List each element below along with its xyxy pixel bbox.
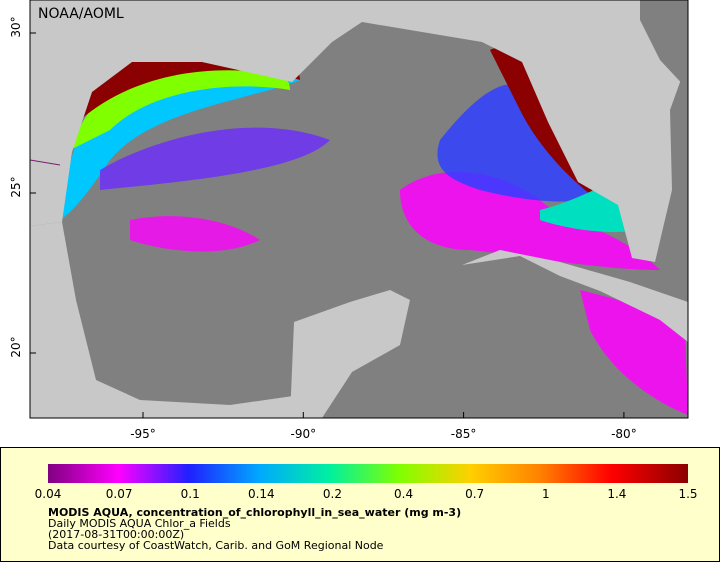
map (30, 0, 688, 418)
lon-label: -80° (611, 427, 637, 441)
chl-patch (400, 171, 660, 270)
lat-label: 30° (9, 16, 23, 37)
chl-patch (130, 216, 260, 252)
chl-patch (100, 127, 330, 190)
credit: NOAA/AOML (38, 6, 124, 22)
ocean (640, 0, 688, 90)
colorbar-label: 0.04 (35, 487, 62, 501)
caption-title: MODIS AQUA, concentration_of_chlorophyll… (48, 506, 461, 519)
colorbar-label: 0.1 (181, 487, 200, 501)
lat-label: 20° (9, 336, 23, 357)
land (30, 0, 688, 262)
lat-label: 25° (9, 176, 23, 197)
colorbar-label: 0.07 (106, 487, 133, 501)
colorbar-label: 0.7 (465, 487, 484, 501)
caption-line: (2017-08-31T00:00:00Z) (48, 528, 184, 541)
lon-label: -95° (130, 427, 156, 441)
lon-label: -85° (451, 427, 477, 441)
caption-line: Data courtesy of CoastWatch, Carib. and … (48, 539, 384, 552)
colorbar-label: 1 (542, 487, 550, 501)
colorbar-label: 1.4 (607, 487, 626, 501)
colorbar-label: 0.4 (394, 487, 413, 501)
colorbar-label: 1.5 (678, 487, 697, 501)
caption-line: Daily MODIS AQUA Chlor_a Fields (48, 517, 231, 530)
colorbar (48, 464, 688, 483)
chl-patch (490, 47, 615, 205)
colorbar-label: 0.14 (248, 487, 275, 501)
land (290, 290, 410, 418)
map-frame (29, 0, 689, 419)
land (462, 250, 688, 342)
lon-label: -90° (290, 427, 316, 441)
border (30, 159, 61, 166)
chl-patch (580, 290, 688, 415)
colorbar-label: 0.2 (323, 487, 342, 501)
